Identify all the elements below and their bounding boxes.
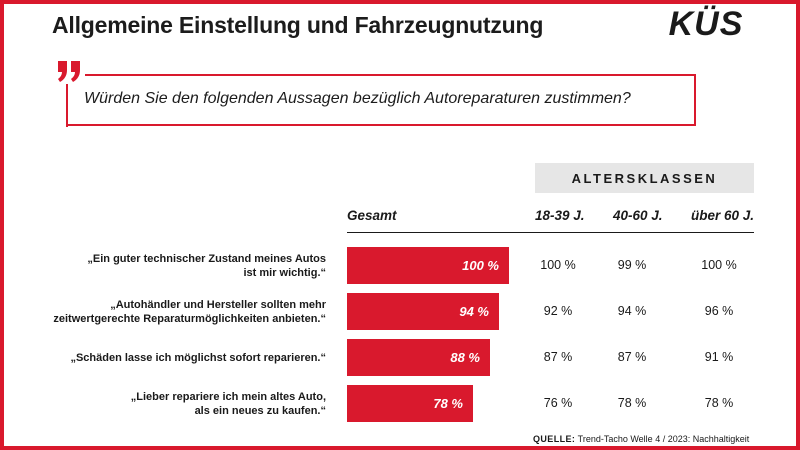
bar-value-label: 78 % <box>433 396 463 411</box>
column-header-gesamt: Gesamt <box>347 208 397 223</box>
bar-gesamt <box>347 339 490 376</box>
age-value-cell: 76 % <box>543 396 573 410</box>
age-group-header: ALTERSKLASSEN <box>535 163 754 193</box>
row-label: „Lieber repariere ich mein altes Auto, a… <box>130 390 326 417</box>
source-label: QUELLE: <box>533 434 576 444</box>
source-note: QUELLE: Trend-Tacho Welle 4 / 2023: Nach… <box>533 434 749 444</box>
age-value-cell: 96 % <box>704 304 734 318</box>
column-header-18-39: 18-39 J. <box>535 208 585 223</box>
row-label: „Ein guter technischer Zustand meines Au… <box>87 252 326 279</box>
age-value-cell: 87 % <box>617 350 647 364</box>
bar-gesamt <box>347 247 509 284</box>
source-text: Trend-Tacho Welle 4 / 2023: Nachhaltigke… <box>577 434 750 444</box>
quote-mark-icon <box>55 58 85 84</box>
row-label: „Schäden lasse ich möglichst sofort repa… <box>70 351 326 364</box>
age-value-cell: 78 % <box>704 396 734 410</box>
page-title: Allgemeine Einstellung und Fahrzeugnutzu… <box>52 12 544 38</box>
column-header-ueber-60: über 60 J. <box>691 208 755 223</box>
bar-value-label: 88 % <box>450 350 480 365</box>
kus-logo: KÜS <box>669 5 744 42</box>
age-value-cell: 78 % <box>617 396 647 410</box>
survey-question: Würden Sie den folgenden Aussagen bezügl… <box>84 90 631 107</box>
question-box <box>66 74 696 126</box>
header-divider <box>347 232 754 233</box>
row-label: „Autohändler und Hersteller sollten mehr… <box>53 298 326 325</box>
logo-text: KÜS <box>669 5 744 42</box>
bar-gesamt <box>347 385 473 422</box>
bar-gesamt <box>347 293 499 330</box>
age-value-cell: 91 % <box>704 350 734 364</box>
age-value-cell: 94 % <box>617 304 647 318</box>
age-value-cell: 100 % <box>540 258 576 272</box>
bar-value-label: 94 % <box>459 304 489 319</box>
bar-value-label: 100 % <box>462 258 499 273</box>
column-header-40-60: 40-60 J. <box>613 208 663 223</box>
age-value-cell: 100 % <box>701 258 737 272</box>
age-value-cell: 87 % <box>543 350 573 364</box>
age-value-cell: 92 % <box>543 304 573 318</box>
quote-box-left-edge <box>66 84 68 127</box>
age-value-cell: 99 % <box>617 258 647 272</box>
